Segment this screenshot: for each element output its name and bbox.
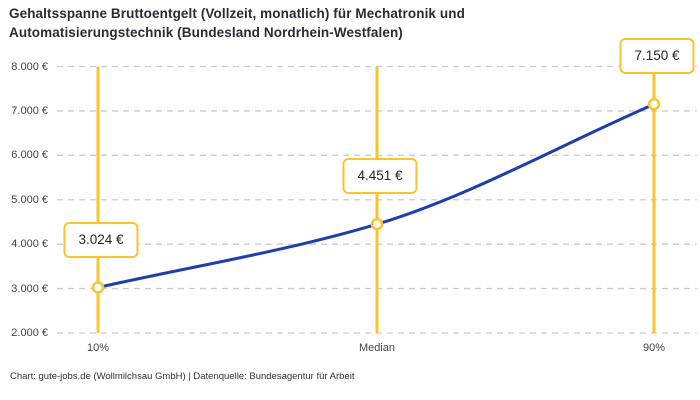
data-point-marker xyxy=(370,217,384,231)
y-axis-tick-label: 2.000 € xyxy=(11,327,48,339)
x-axis-tick-label: Median xyxy=(358,342,396,354)
y-axis-tick-label: 8.000 € xyxy=(11,60,48,73)
y-axis-tick-label: 4.000 € xyxy=(11,238,48,251)
data-point-marker xyxy=(647,98,661,111)
chart-title-line2: Automatisierungstechnik (Bundesland Nord… xyxy=(9,25,403,40)
data-point-layer xyxy=(91,98,661,294)
value-label-badge: 7.150 € xyxy=(619,38,695,75)
y-axis-tick-label: 5.000 € xyxy=(11,193,48,206)
x-axis-tick-label: 90% xyxy=(642,342,666,354)
chart-footer-attribution: Chart: gute-jobs.de (Wollmilchsau GmbH) … xyxy=(10,371,355,382)
value-label-badge: 3.024 € xyxy=(63,221,139,258)
data-point-marker xyxy=(91,281,105,294)
chart-title: Gehaltsspanne Bruttoentgelt (Vollzeit, m… xyxy=(9,4,465,42)
x-axis-tick-label: 10% xyxy=(86,342,110,354)
value-label-badge: 4.451 € xyxy=(342,158,418,195)
y-axis-tick-label: 7.000 € xyxy=(11,104,48,117)
y-axis-tick-label: 3.000 € xyxy=(11,282,48,295)
y-axis-tick-label: 6.000 € xyxy=(11,149,48,162)
chart-title-line1: Gehaltsspanne Bruttoentgelt (Vollzeit, m… xyxy=(9,6,465,21)
